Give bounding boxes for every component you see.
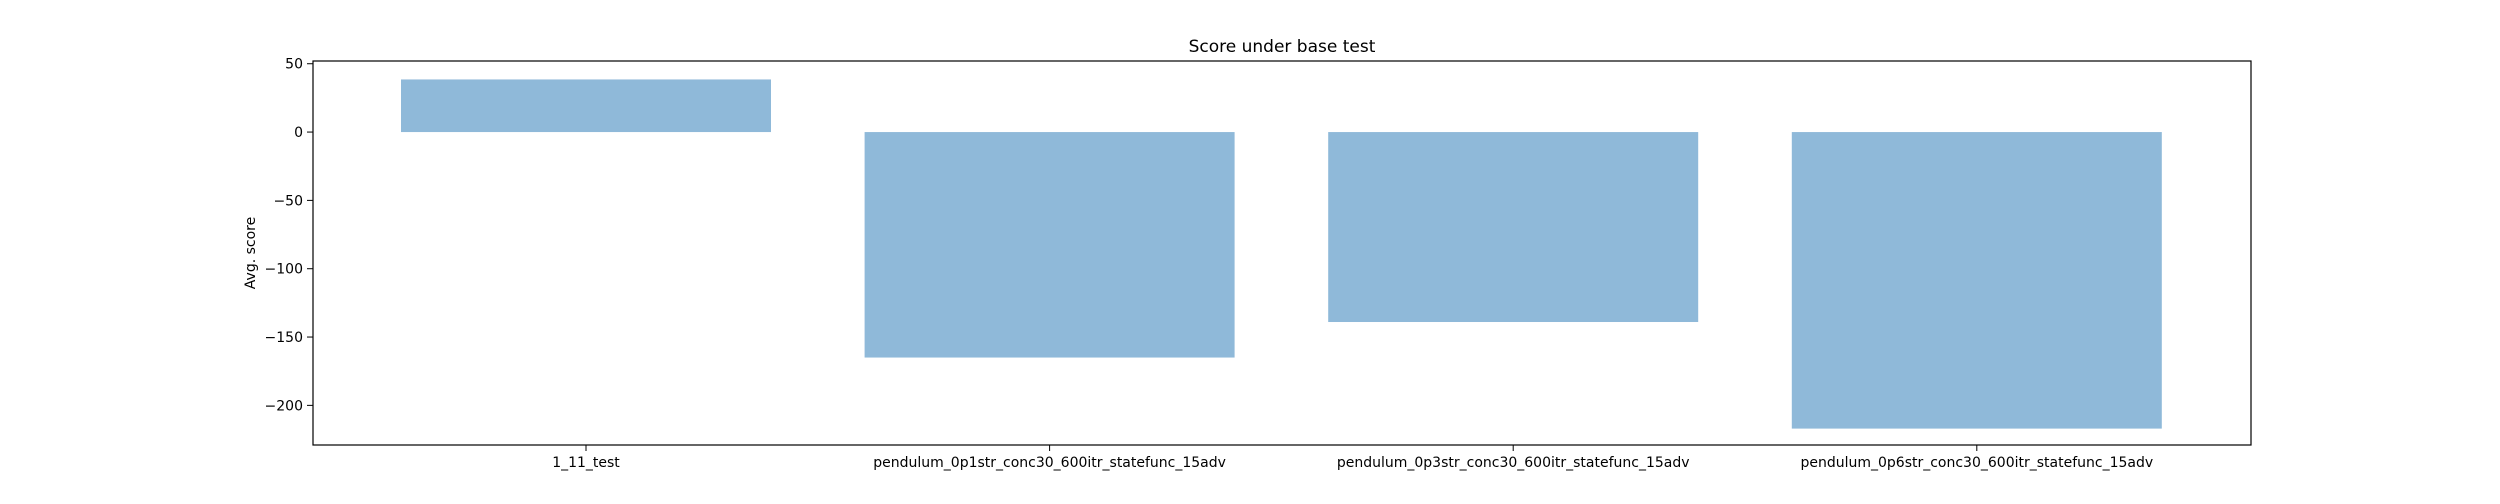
- y-tick-label: 50: [285, 57, 303, 73]
- x-tick-label: pendulum_0p1str_conc30_600itr_statefunc_…: [873, 455, 1226, 471]
- bar-2: [864, 132, 1235, 358]
- bar-4: [1791, 132, 2162, 429]
- ticks-layer: 1_11_test pendulum_0p1str_conc30_600itr_s…: [265, 57, 2154, 471]
- x-tick-label: pendulum_0p3str_conc30_600itr_statefunc_…: [1337, 455, 1690, 471]
- plot-frame: [312, 60, 2252, 446]
- x-tick-label: 1_11_test: [552, 455, 620, 471]
- bars-layer: [401, 79, 2162, 429]
- y-tick-label: −200: [265, 398, 303, 414]
- bar-1: [401, 79, 771, 133]
- bar-3: [1328, 132, 1699, 323]
- chart-title: Score under base test: [1189, 37, 1376, 57]
- y-tick-label: −150: [265, 330, 303, 346]
- y-tick-label: −50: [273, 193, 303, 209]
- y-axis-label: Avg. score: [243, 217, 259, 289]
- y-tick-label: 0: [294, 125, 303, 141]
- x-tick-label: pendulum_0p6str_conc30_600itr_statefunc_…: [1800, 455, 2153, 471]
- axes-layer: [312, 60, 2252, 446]
- y-tick-label: −100: [265, 262, 303, 278]
